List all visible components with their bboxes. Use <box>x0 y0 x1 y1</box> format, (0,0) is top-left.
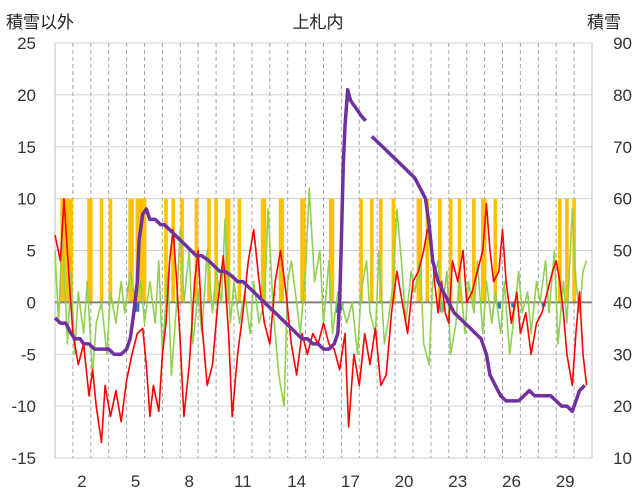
left-tick-label: -10 <box>11 397 36 416</box>
snowfall-bar <box>108 198 113 303</box>
left-axis-label: 積雪以外 <box>6 13 74 32</box>
snowfall-bar <box>207 198 211 303</box>
left-tick-label: -15 <box>11 449 36 468</box>
snowfall-bar <box>128 198 134 303</box>
x-tick-label: 5 <box>131 472 140 491</box>
precip-bar <box>339 302 344 310</box>
snowfall-bar <box>300 198 306 303</box>
right-axis-label: 積雪 <box>587 13 621 32</box>
snowfall-bar <box>448 198 453 303</box>
snowfall-bar <box>359 198 363 303</box>
x-tick-label: 14 <box>287 472 306 491</box>
right-tick-label: 20 <box>613 397 632 416</box>
snowfall-bar <box>472 198 476 303</box>
snowfall-bar <box>328 198 335 303</box>
snow-depth-line <box>53 87 367 357</box>
right-tick-label: 80 <box>613 86 632 105</box>
right-tick-label: 90 <box>613 34 632 53</box>
snowfall-bar <box>225 198 231 303</box>
snowfall-bar <box>171 198 175 303</box>
right-tick-label: 40 <box>613 293 632 312</box>
left-tick-label: 15 <box>17 138 36 157</box>
right-tick-label: 60 <box>613 190 632 209</box>
precip-bar <box>496 302 501 309</box>
x-tick-label: 2 <box>77 472 86 491</box>
x-tick-label: 17 <box>341 472 360 491</box>
snowfall-bar <box>416 198 422 303</box>
left-tick-label: 5 <box>27 242 36 261</box>
snowfall-bar <box>425 198 430 303</box>
snowfall-bar <box>557 198 562 303</box>
snow-depth-line <box>370 135 587 414</box>
right-tick-label: 30 <box>613 345 632 364</box>
snowfall-bar <box>370 198 374 303</box>
snowfall-bar <box>135 198 147 303</box>
right-tick-label: 50 <box>613 242 632 261</box>
snowfall-bar <box>260 198 267 303</box>
left-tick-label: 20 <box>17 86 36 105</box>
snowfall-bar <box>237 198 242 303</box>
right-tick-label: 70 <box>613 138 632 157</box>
snowfall-bar <box>457 198 462 303</box>
x-tick-label: 29 <box>556 472 575 491</box>
x-tick-label: 23 <box>448 472 467 491</box>
left-tick-label: 0 <box>27 293 36 312</box>
snowfall-bar <box>391 198 396 303</box>
snowfall-bar <box>164 198 168 303</box>
right-tick-label: 10 <box>613 449 632 468</box>
snowfall-bar <box>194 198 199 303</box>
x-tick-label: 26 <box>502 472 521 491</box>
left-tick-label: 10 <box>17 190 36 209</box>
left-tick-label: 25 <box>17 34 36 53</box>
temperature-line <box>54 197 588 444</box>
snowfall-bar <box>378 198 383 303</box>
precip-bar <box>135 302 140 312</box>
snowfall-bar <box>65 198 73 303</box>
precip-bar <box>511 302 516 308</box>
snowfall-bar <box>565 198 569 303</box>
chart-title: 上札内 <box>292 13 344 32</box>
snowfall-bar <box>214 198 218 303</box>
left-tick-label: -5 <box>21 345 36 364</box>
x-tick-label: 20 <box>395 472 414 491</box>
snowfall-bar <box>493 198 498 303</box>
snowfall-bar <box>278 198 285 303</box>
snowfall-bar <box>99 198 104 303</box>
x-tick-label: 11 <box>234 472 252 491</box>
x-tick-label: 8 <box>185 472 194 491</box>
snowfall-bar <box>481 198 487 303</box>
snowfall-bar <box>438 198 442 303</box>
snowfall-bar <box>87 198 93 303</box>
